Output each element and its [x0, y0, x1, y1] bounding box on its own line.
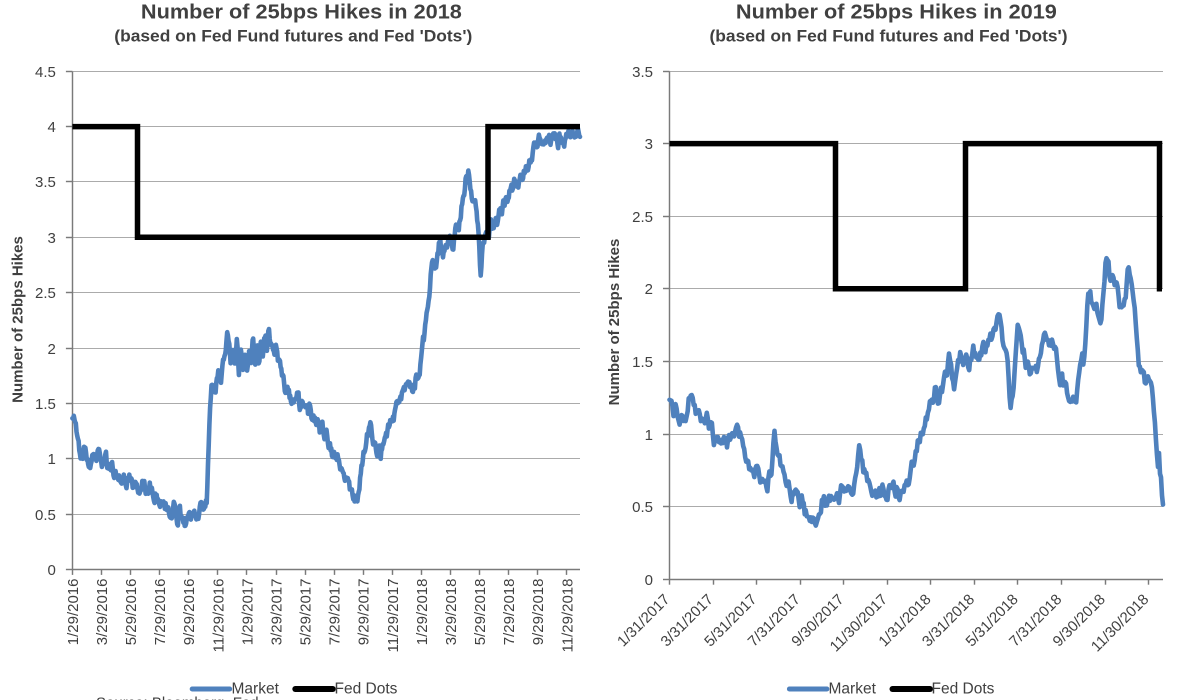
svg-text:Fed Dots: Fed Dots [932, 681, 995, 698]
svg-text:Market: Market [232, 681, 280, 698]
svg-text:1/29/2017: 1/29/2017 [239, 579, 256, 646]
svg-text:Number of 25bps Hikes in 2018: Number of 25bps Hikes in 2018 [141, 1, 462, 24]
svg-text:2: 2 [645, 281, 653, 298]
svg-text:1.5: 1.5 [35, 396, 56, 413]
svg-text:1/29/2018: 1/29/2018 [414, 579, 431, 646]
svg-text:7/29/2016: 7/29/2016 [152, 579, 169, 646]
svg-text:1.5: 1.5 [632, 354, 653, 371]
svg-text:11/29/2018: 11/29/2018 [559, 579, 576, 653]
svg-text:9/29/2018: 9/29/2018 [530, 579, 547, 646]
svg-text:11/29/2017: 11/29/2017 [385, 579, 402, 653]
svg-text:Market: Market [829, 681, 877, 698]
svg-text:7/29/2017: 7/29/2017 [327, 579, 344, 646]
svg-text:0: 0 [645, 572, 653, 589]
svg-text:1: 1 [645, 427, 653, 444]
svg-text:4.5: 4.5 [35, 64, 56, 81]
svg-text:4: 4 [48, 119, 56, 136]
svg-text:9/29/2016: 9/29/2016 [181, 579, 198, 646]
svg-text:0: 0 [48, 562, 56, 579]
svg-text:3/29/2018: 3/29/2018 [443, 579, 460, 646]
svg-text:2.5: 2.5 [632, 209, 653, 226]
svg-text:5/29/2018: 5/29/2018 [472, 579, 489, 646]
svg-text:1/29/2016: 1/29/2016 [65, 579, 82, 646]
svg-text:3.5: 3.5 [632, 64, 653, 81]
svg-text:0.5: 0.5 [632, 499, 653, 516]
svg-text:Number of 25bps Hikes: Number of 25bps Hikes [10, 236, 27, 403]
svg-text:3.5: 3.5 [35, 174, 56, 191]
svg-text:11/29/2016: 11/29/2016 [210, 579, 227, 653]
svg-text:7/29/2018: 7/29/2018 [501, 579, 518, 646]
svg-text:3: 3 [645, 136, 653, 153]
svg-text:1: 1 [48, 451, 56, 468]
svg-text:Number of 25bps Hikes: Number of 25bps Hikes [606, 239, 623, 406]
svg-text:9/29/2017: 9/29/2017 [356, 579, 373, 646]
svg-text:2.5: 2.5 [35, 285, 56, 302]
svg-text:3/29/2016: 3/29/2016 [94, 579, 111, 646]
svg-text:(based on Fed Fund futures and: (based on Fed Fund futures and Fed 'Dots… [114, 26, 472, 45]
svg-text:Source: Bloomberg, Fed: Source: Bloomberg, Fed [96, 695, 259, 700]
svg-text:3: 3 [48, 230, 56, 247]
svg-text:Fed Dots: Fed Dots [335, 681, 398, 698]
svg-text:5/29/2016: 5/29/2016 [123, 579, 140, 646]
svg-text:5/29/2017: 5/29/2017 [298, 579, 315, 646]
svg-text:3/29/2017: 3/29/2017 [269, 579, 286, 646]
svg-text:Number of 25bps Hikes in 2019: Number of 25bps Hikes in 2019 [736, 1, 1057, 24]
svg-text:(based on Fed Fund futures and: (based on Fed Fund futures and Fed 'Dots… [710, 26, 1068, 45]
svg-text:0.5: 0.5 [35, 507, 56, 524]
svg-text:2: 2 [48, 341, 56, 358]
